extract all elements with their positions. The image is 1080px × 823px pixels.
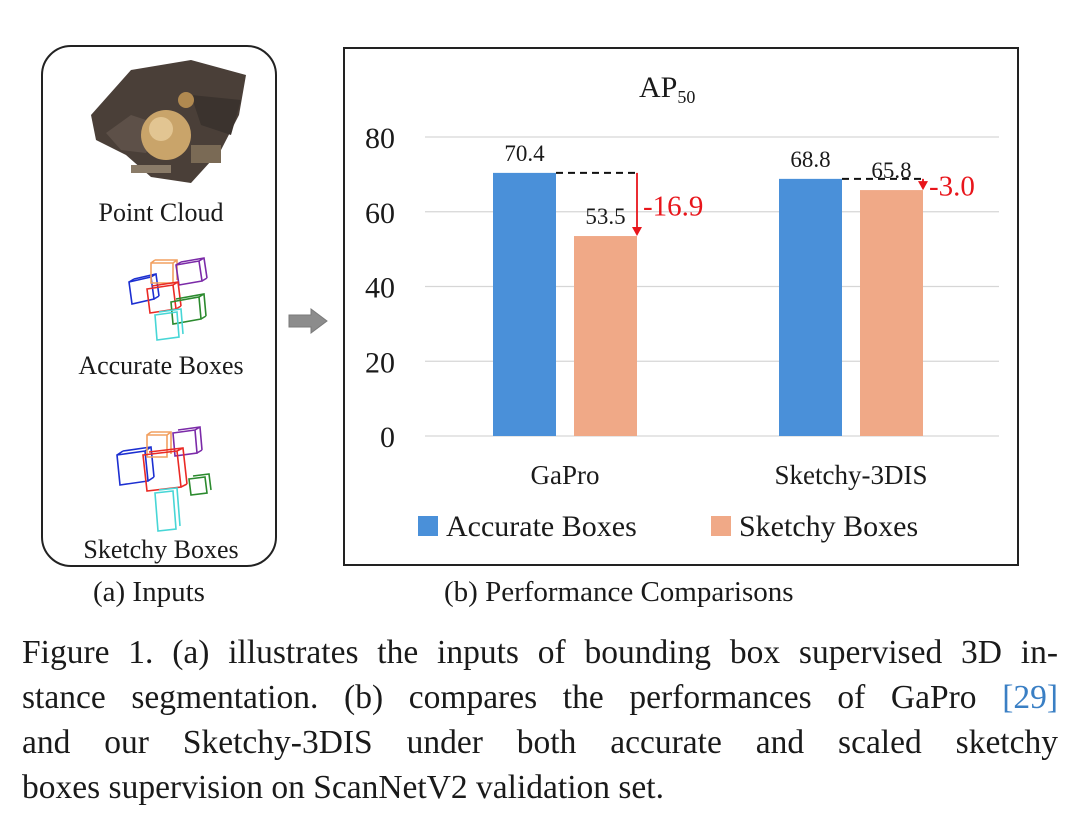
inputs-caption: (a) Inputs [93, 576, 205, 608]
y-tick-label: 20 [365, 346, 395, 379]
caption-line-text: stance segmentation. (b) compares the pe… [22, 679, 1003, 716]
caption-line: boxes supervision on ScanNetV2 validatio… [22, 769, 664, 806]
chart-title-subscript: 50 [677, 87, 695, 107]
point-cloud-image [91, 60, 246, 183]
sketchy-boxes-image [116, 426, 212, 532]
right-arrow-icon [288, 308, 328, 334]
chart-frame [343, 47, 1019, 566]
data-label: 68.8 [790, 147, 830, 172]
figure-caption: Figure 1. (a) illustrates the inputs of … [22, 630, 1058, 810]
x-tick-label: GaPro [531, 460, 600, 490]
drop-arrow-head [632, 227, 642, 237]
caption-line: Figure 1. (a) illustrates the inputs of … [22, 634, 1058, 671]
citation-link[interactable]: [29] [1002, 679, 1058, 716]
accurate-boxes-label: Accurate Boxes [78, 351, 244, 380]
sketchy-boxes-label: Sketchy Boxes [83, 535, 239, 564]
chart-caption: (b) Performance Comparisons [444, 576, 794, 608]
legend-label: Accurate Boxes [446, 510, 637, 543]
bar-accurate-boxes-sketchy-3dis [779, 178, 842, 437]
y-tick-label: 80 [365, 122, 395, 155]
data-label: 70.4 [504, 141, 545, 166]
legend-swatch [418, 516, 438, 536]
bar-sketchy-boxes-gapro [574, 236, 637, 436]
accurate-boxes-image [128, 257, 208, 341]
drop-label: -3.0 [929, 170, 975, 202]
y-tick-label: 60 [365, 197, 395, 230]
legend-label: Sketchy Boxes [739, 510, 918, 543]
legend-swatch [711, 516, 731, 536]
x-tick-label: Sketchy-3DIS [775, 460, 928, 490]
inputs-panel: Point Cloud Accurate Boxes Sketchy Boxes [41, 45, 277, 567]
data-label: 53.5 [585, 204, 625, 229]
caption-line: and our Sketchy-3DIS under both accurate… [22, 724, 1058, 761]
bar-accurate-boxes-gapro [493, 172, 556, 436]
caption-line: stance segmentation. (b) compares the pe… [22, 675, 1058, 720]
y-tick-label: 40 [365, 272, 395, 305]
y-tick-label: 0 [380, 421, 395, 454]
point-cloud-label: Point Cloud [98, 198, 224, 227]
chart-title: AP50 [639, 71, 695, 107]
drop-label: -16.9 [643, 190, 703, 222]
bar-sketchy-boxes-sketchy-3dis [860, 190, 923, 436]
drop-arrow-head [918, 181, 928, 191]
